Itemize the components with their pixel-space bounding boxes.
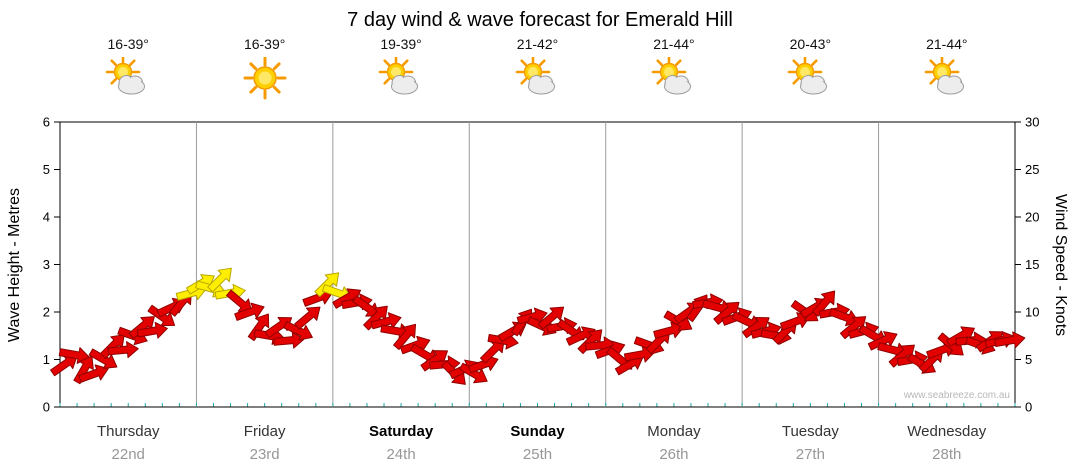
left-tick-label: 2 [43,305,50,320]
day-header-friday: 16-39° [242,36,288,101]
wind-arrow [994,331,1026,349]
wind-arrow [742,316,770,339]
day-header-saturday: 19-39° [378,36,424,101]
day-header-tuesday: 20-43° [787,36,833,101]
right-axis-title: Wind Speed - Knots [1043,122,1077,407]
day-name-label: Monday [647,423,701,440]
left-tick-label: 1 [43,352,50,367]
day-name-label: Wednesday [907,423,986,440]
sun-cloud-icon [924,54,970,101]
wind-arrow [128,316,155,340]
day-header-monday: 21-44° [651,36,697,101]
left-tick-label: 0 [43,400,50,415]
day-date-label: 26th [659,446,688,463]
sun-cloud-icon [787,54,833,101]
day-temp: 21-42° [516,36,559,52]
plot-border [59,121,1016,408]
day-temp: 20-43° [789,36,832,52]
wind-arrow [458,362,488,384]
wind-arrow [50,354,78,377]
day-header-thursday: 16-39° [105,36,151,101]
wind-arrow [779,312,811,331]
wind-arrow [516,307,548,325]
day-date-label: 24th [386,446,415,463]
day-header-wednesday: 21-44° [924,36,970,101]
wind-arrow [420,350,448,372]
sun-icon [242,56,288,101]
right-tick-label: 15 [1025,257,1039,272]
right-tick-label: 10 [1025,305,1039,320]
wind-arrow [839,316,867,340]
day-name-label: Friday [244,423,286,440]
right-tick-label: 25 [1025,162,1039,177]
wind-arrow [88,348,118,369]
day-date-label: 28th [932,446,961,463]
wave-height-axis-label: Wave Height - Metres [6,187,23,342]
wind-arrow [136,321,168,339]
wind-arrow [867,331,898,351]
day-temp: 16-39° [243,36,286,52]
sun-cloud-icon [515,54,561,101]
wind-arrow [480,338,505,364]
wind-arrow [273,331,305,349]
wind-arrow [537,306,565,330]
day-name-label: Thursday [97,423,160,440]
wind-arrow [370,312,402,330]
left-tick-label: 3 [43,257,50,272]
wind-arrow [100,334,125,359]
right-tick-label: 20 [1025,210,1039,225]
day-header-sunday: 21-42° [515,36,561,101]
chart-title: 7 day wind & wave forecast for Emerald H… [347,9,733,31]
wind-speed-axis-label: Wind Speed - Knots [1052,193,1070,336]
left-axis-title: Wave Height - Metres [0,122,30,407]
wind-arrow [314,272,340,298]
day-temp: 21-44° [926,36,968,52]
right-tick-label: 5 [1025,352,1032,367]
sun-cloud-icon [651,54,697,101]
day-name-label: Sunday [510,423,565,440]
left-tick-label: 6 [43,115,50,130]
right-tick-label: 0 [1025,400,1032,415]
left-tick-label: 4 [43,210,50,225]
day-date-label: 22nd [112,446,145,463]
wind-arrow [363,305,388,331]
wind-arrow [577,329,603,355]
wind-arrow [283,320,313,341]
right-tick-label: 30 [1025,115,1039,130]
wind-arrow [107,341,139,359]
day-temp: 21-44° [653,36,695,52]
sun-cloud-icon [105,54,151,101]
day-temp: 19-39° [380,36,422,52]
wind-arrow [653,321,685,339]
wind-arrow [713,301,740,325]
watermark: www.seabreeze.com.au [903,390,1010,401]
wind-arrow [234,302,265,321]
wind-arrow [294,306,321,330]
day-date-label: 27th [796,446,825,463]
day-date-label: 23rd [250,446,280,463]
wind-arrow [946,326,975,347]
wind-arrow [888,344,915,368]
wind-arrow [247,313,270,342]
wind-arrow [207,267,232,293]
wind-arrow [78,364,109,383]
sun-cloud-icon [378,54,424,101]
left-tick-label: 5 [43,162,50,177]
day-date-label: 25th [523,446,552,463]
wind-arrow [623,345,656,363]
day-temp: 16-39° [107,36,149,52]
day-name-label: Tuesday [782,423,839,440]
day-name-label: Saturday [369,423,434,440]
